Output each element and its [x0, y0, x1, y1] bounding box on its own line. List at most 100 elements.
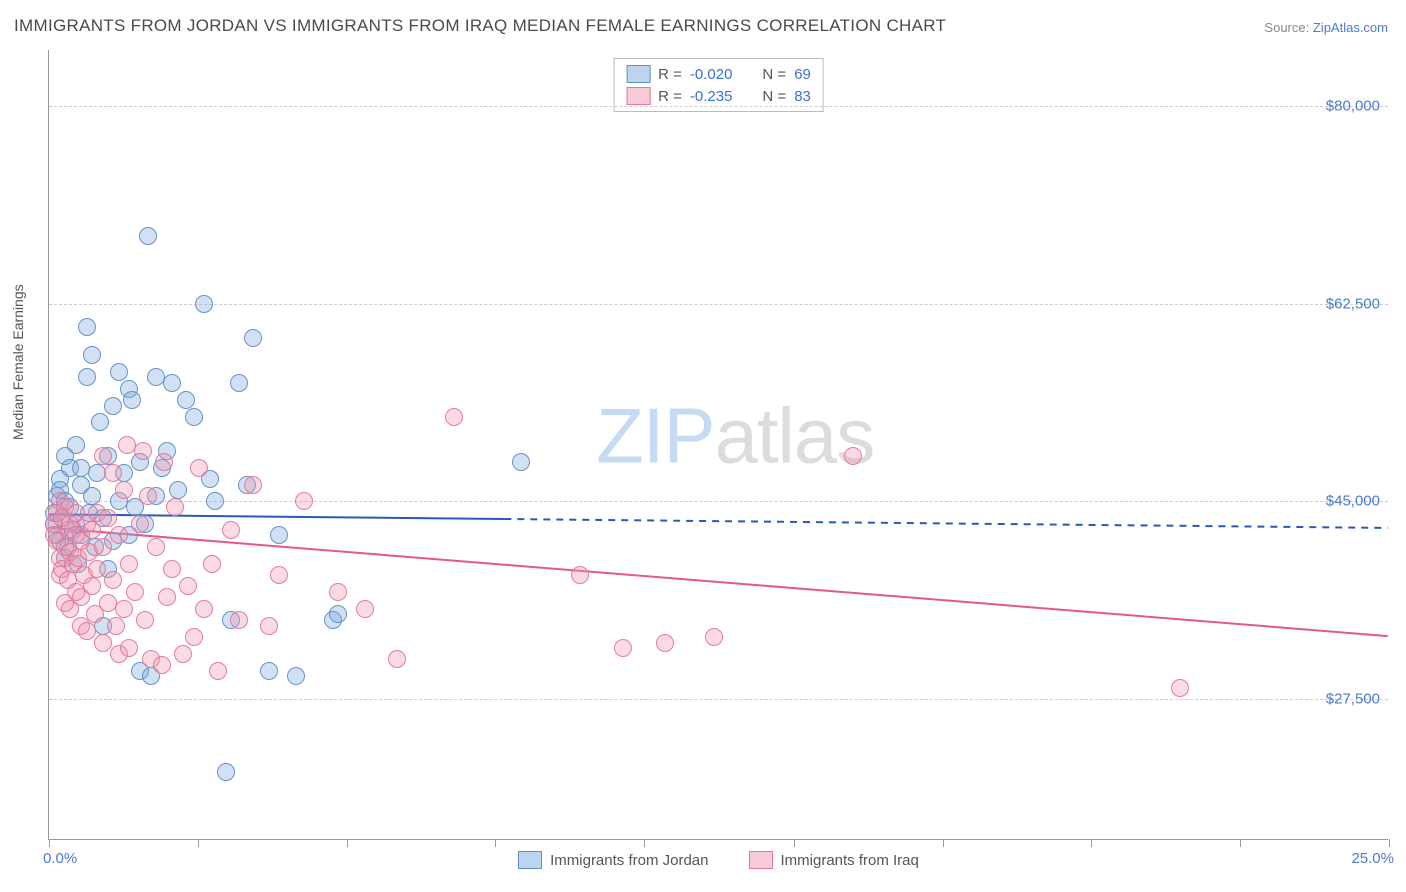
watermark-atlas: atlas — [714, 391, 874, 479]
data-point — [110, 363, 128, 381]
gridline-h — [49, 304, 1388, 305]
y-tick-label: $62,500 — [1326, 295, 1380, 312]
data-point — [158, 588, 176, 606]
data-point — [230, 374, 248, 392]
data-point — [134, 442, 152, 460]
y-axis-label: Median Female Earnings — [10, 284, 26, 440]
data-point — [107, 617, 125, 635]
data-point — [209, 662, 227, 680]
x-tick — [347, 839, 348, 847]
data-point — [206, 492, 224, 510]
data-point — [104, 464, 122, 482]
data-point — [244, 476, 262, 494]
data-point — [512, 453, 530, 471]
data-point — [163, 374, 181, 392]
data-point — [78, 318, 96, 336]
data-point — [169, 481, 187, 499]
legend-swatch-jordan-bottom — [518, 851, 542, 869]
y-tick-label: $45,000 — [1326, 493, 1380, 510]
data-point — [139, 487, 157, 505]
data-point — [270, 566, 288, 584]
data-point — [126, 583, 144, 601]
watermark-zip: ZIP — [596, 391, 714, 479]
data-point — [83, 521, 101, 539]
data-point — [329, 583, 347, 601]
data-point — [195, 600, 213, 618]
legend-row-iraq: R = -0.235 N = 83 — [626, 85, 811, 107]
x-tick — [1389, 839, 1390, 847]
series-legend: Immigrants from Jordan Immigrants from I… — [49, 851, 1388, 869]
data-point — [230, 611, 248, 629]
data-point — [155, 453, 173, 471]
data-point — [705, 628, 723, 646]
data-point — [94, 538, 112, 556]
data-point — [174, 645, 192, 663]
n-value-iraq: 83 — [794, 88, 811, 105]
data-point — [571, 566, 589, 584]
legend-row-jordan: R = -0.020 N = 69 — [626, 63, 811, 85]
chart-title: IMMIGRANTS FROM JORDAN VS IMMIGRANTS FRO… — [14, 16, 946, 36]
plot-area: ZIPatlas R = -0.020 N = 69 R = -0.235 N … — [48, 50, 1388, 840]
data-point — [656, 634, 674, 652]
data-point — [94, 447, 112, 465]
data-point — [222, 521, 240, 539]
data-point — [91, 413, 109, 431]
legend-label-jordan: Immigrants from Jordan — [550, 852, 708, 869]
data-point — [260, 662, 278, 680]
data-point — [163, 560, 181, 578]
data-point — [83, 487, 101, 505]
data-point — [115, 600, 133, 618]
data-point — [185, 408, 203, 426]
data-point — [844, 447, 862, 465]
data-point — [104, 571, 122, 589]
data-point — [270, 526, 288, 544]
x-tick — [198, 839, 199, 847]
data-point — [120, 639, 138, 657]
legend-item-jordan: Immigrants from Jordan — [518, 851, 708, 869]
data-point — [445, 408, 463, 426]
r-value-jordan: -0.020 — [690, 66, 733, 83]
data-point — [115, 481, 133, 499]
legend-swatch-jordan — [626, 65, 650, 83]
data-point — [166, 498, 184, 516]
data-point — [78, 368, 96, 386]
x-tick — [794, 839, 795, 847]
data-point — [388, 650, 406, 668]
n-value-jordan: 69 — [794, 66, 811, 83]
data-point — [356, 600, 374, 618]
legend-label-iraq: Immigrants from Iraq — [781, 852, 919, 869]
data-point — [131, 515, 149, 533]
data-point — [195, 295, 213, 313]
x-tick — [495, 839, 496, 847]
data-point — [153, 656, 171, 674]
gridline-h — [49, 106, 1388, 107]
data-point — [83, 346, 101, 364]
legend-item-iraq: Immigrants from Iraq — [749, 851, 919, 869]
data-point — [67, 436, 85, 454]
y-tick-label: $80,000 — [1326, 98, 1380, 115]
data-point — [120, 555, 138, 573]
x-tick — [49, 839, 50, 847]
data-point — [1171, 679, 1189, 697]
y-tick-label: $27,500 — [1326, 690, 1380, 707]
data-point — [203, 555, 221, 573]
x-tick-min: 0.0% — [43, 850, 77, 867]
gridline-h — [49, 501, 1388, 502]
data-point — [110, 526, 128, 544]
correlation-legend: R = -0.020 N = 69 R = -0.235 N = 83 — [613, 58, 824, 112]
data-point — [179, 577, 197, 595]
data-point — [88, 560, 106, 578]
source-label: Source: — [1264, 20, 1309, 35]
r-value-iraq: -0.235 — [690, 88, 733, 105]
x-tick-max: 25.0% — [1351, 850, 1394, 867]
data-point — [260, 617, 278, 635]
data-point — [177, 391, 195, 409]
legend-swatch-iraq — [626, 87, 650, 105]
data-point — [244, 329, 262, 347]
data-point — [190, 459, 208, 477]
x-tick — [943, 839, 944, 847]
data-point — [78, 622, 96, 640]
data-point — [329, 605, 347, 623]
data-point — [139, 227, 157, 245]
x-tick — [644, 839, 645, 847]
